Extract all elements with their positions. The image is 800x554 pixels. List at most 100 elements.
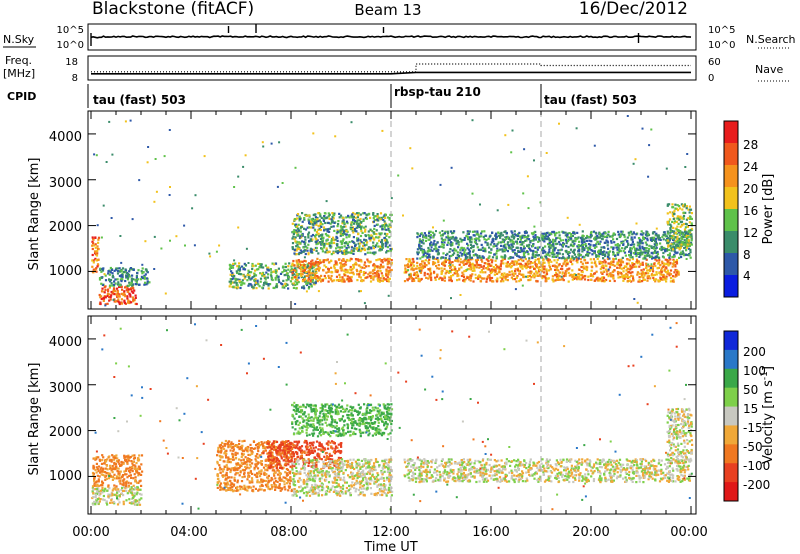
power-cell-0-5 — [95, 253, 98, 256]
power-cell-5-499 — [314, 235, 317, 238]
power-cell-7-907 — [449, 248, 452, 251]
power-cell-7-984 — [450, 241, 453, 244]
power-cell-2-125 — [116, 267, 119, 270]
power-cell-6-705 — [404, 264, 407, 267]
power-cell-6-904 — [673, 271, 676, 274]
power-cell-1-74 — [102, 296, 105, 300]
power-cell-7-497 — [587, 254, 590, 257]
power-cell-0-8 — [94, 246, 97, 249]
power-cell-7-1094 — [521, 256, 524, 259]
power-cell-5-445 — [343, 242, 346, 245]
power-cell-7-226 — [523, 255, 526, 258]
power-cell-3-82 — [290, 270, 293, 273]
power-cell-7-955 — [566, 232, 569, 235]
power-cell-6-187 — [586, 261, 589, 264]
power-cell-4-80 — [366, 258, 369, 261]
power-cell-8-32 — [675, 207, 678, 210]
power-cell-7-811 — [512, 237, 515, 240]
velocity-cell-1-107 — [125, 458, 128, 461]
power-cell-7-778 — [636, 241, 639, 244]
power-cell-2-127 — [135, 276, 138, 279]
power-cell-6-941 — [472, 280, 475, 283]
power-cell-3-184 — [248, 271, 251, 274]
power-cell-8-161 — [667, 239, 670, 242]
velocity-cell-1-24 — [134, 478, 137, 481]
power-cell-4-11 — [363, 261, 367, 264]
power-cell-7-745 — [453, 249, 456, 252]
power-cell-6-958 — [466, 276, 469, 280]
power-cell-2-108 — [120, 280, 123, 283]
power-cell-4-203 — [307, 274, 310, 277]
power-cell-7-124 — [457, 243, 460, 246]
power-cell-6-536 — [463, 270, 466, 273]
velocity-cell-1-115 — [110, 458, 113, 462]
power-cell-6-1003 — [410, 274, 413, 277]
power-noise-98 — [411, 167, 414, 170]
power-cell-7-1227 — [576, 231, 579, 234]
power-cell-8-62 — [678, 233, 681, 236]
power-cell-3-154 — [292, 276, 295, 279]
power-cell-6-243 — [502, 280, 505, 283]
velocity-cell-0-134 — [130, 502, 133, 505]
power-cell-6-954 — [463, 259, 466, 262]
velocity-cell-0-9 — [98, 500, 101, 503]
power-cell-7-1023 — [504, 255, 507, 258]
power-cell-7-133 — [610, 246, 613, 249]
power-noise-0 — [270, 142, 273, 145]
power-cell-6-987 — [480, 277, 483, 280]
power-noise-27 — [312, 132, 315, 135]
power-cell-4-224 — [323, 264, 326, 267]
power-cell-8-152 — [669, 237, 672, 240]
velocity-cell-1-152 — [105, 477, 108, 480]
power-cell-3-162 — [290, 269, 293, 272]
power-cell-0-25 — [93, 244, 96, 247]
power-cell-6-748 — [628, 276, 631, 279]
velocity-cell-0-83 — [101, 498, 105, 501]
power-cell-8-60 — [666, 203, 669, 206]
velocity-cell-1-16 — [115, 460, 119, 463]
power-noise-84 — [647, 263, 650, 266]
power-cell-5-350 — [379, 225, 382, 228]
power-cell-8-54 — [675, 220, 678, 223]
power-cell-6-831 — [440, 267, 443, 270]
velocity-cell-1-26 — [138, 454, 141, 457]
power-cell-6-888 — [444, 258, 447, 261]
power-cell-3-219 — [230, 280, 233, 283]
power-cell-7-705 — [617, 233, 620, 236]
power-cell-3-150 — [231, 274, 234, 278]
power-cell-3-120 — [284, 284, 287, 287]
velocity-cell-0-132 — [121, 486, 124, 489]
power-cell-7-638 — [534, 234, 537, 237]
power-cell-6-979 — [475, 261, 478, 264]
power-cell-7-421 — [548, 242, 551, 245]
velocity-cell-2-38 — [275, 446, 278, 449]
power-cell-7-883 — [428, 230, 431, 233]
velocity-cell-1-170 — [107, 477, 111, 480]
power-cell-3-67 — [295, 274, 298, 277]
power-cell-4-192 — [382, 265, 385, 269]
power-cell-5-643 — [323, 215, 326, 218]
power-noise-110 — [471, 192, 474, 195]
power-cell-3-364 — [277, 275, 280, 278]
power-cell-6-806 — [448, 261, 451, 264]
power-cell-1-106 — [101, 290, 104, 293]
power-cell-7-790 — [440, 241, 444, 244]
power-cell-7-1064 — [531, 232, 534, 236]
power-cell-8-36 — [683, 235, 686, 238]
power-cell-6-734 — [416, 264, 419, 267]
power-cell-5-263 — [316, 219, 319, 222]
power-cell-6-777 — [515, 276, 518, 279]
power-cell-4-377 — [373, 272, 377, 275]
power-cell-8-85 — [685, 239, 688, 242]
power-cell-7-1217 — [586, 246, 589, 250]
power-cell-5-518 — [312, 213, 315, 216]
power-cell-6-871 — [565, 269, 568, 272]
power-cell-3-68 — [230, 270, 233, 273]
power-cell-6-676 — [630, 274, 633, 277]
power-cell-7-975 — [457, 240, 460, 243]
power-cell-7-945 — [607, 253, 610, 256]
velocity-scatter — [91, 322, 694, 512]
power-cell-5-83 — [327, 234, 330, 237]
power-cell-2-133 — [119, 284, 122, 287]
power-cell-7-1210 — [497, 234, 500, 237]
